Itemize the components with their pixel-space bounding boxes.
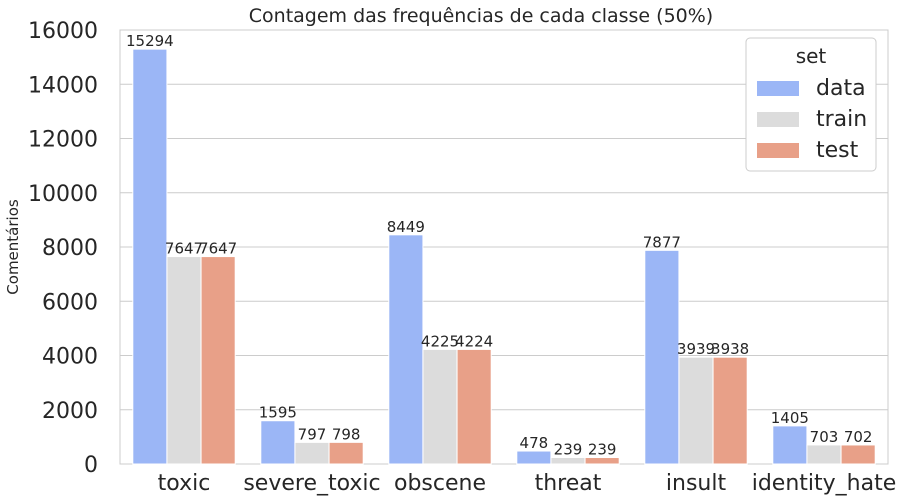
x-tick-label: severe_toxic bbox=[243, 471, 380, 496]
bar-value-label: 478 bbox=[520, 434, 549, 452]
x-tick-label: identity_hate bbox=[752, 471, 897, 496]
bar-test-toxic bbox=[200, 256, 236, 465]
bar-value-label: 15294 bbox=[126, 32, 174, 50]
legend: set data train test bbox=[745, 37, 877, 172]
bar-test-insult bbox=[712, 356, 748, 465]
bar-value-label: 3938 bbox=[711, 340, 749, 358]
x-tick-label: toxic bbox=[158, 471, 211, 496]
bar-train-severe_toxic bbox=[294, 441, 330, 465]
y-tick-label: 8000 bbox=[42, 236, 98, 261]
y-axis-label: Comentários bbox=[4, 199, 22, 295]
bar-value-label: 798 bbox=[332, 425, 361, 443]
legend-title: set bbox=[796, 44, 827, 68]
chart-title: Contagem das frequências de cada classe … bbox=[249, 5, 713, 27]
y-tick-label: 4000 bbox=[42, 345, 98, 370]
y-tick-labels: 0 2000 4000 6000 8000 10000 12000 14000 16000 bbox=[28, 19, 98, 478]
bar-value-label: 702 bbox=[844, 428, 873, 446]
bar-value-label: 7647 bbox=[199, 240, 237, 258]
legend-box bbox=[745, 37, 877, 172]
bar-train-identity_hate bbox=[806, 444, 842, 465]
x-tick-label: insult bbox=[666, 471, 727, 496]
bar-value-label: 7877 bbox=[643, 233, 681, 251]
bar-value-label: 797 bbox=[298, 425, 327, 443]
bar-test-severe_toxic bbox=[328, 441, 364, 465]
bar-test-obscene bbox=[456, 348, 492, 465]
y-tick-label: 0 bbox=[84, 453, 98, 478]
legend-label-train: train bbox=[816, 107, 867, 132]
x-tick-label: obscene bbox=[394, 471, 486, 496]
legend-label-test: test bbox=[816, 138, 859, 163]
bar-data-toxic bbox=[132, 48, 168, 465]
bar-train-obscene bbox=[422, 348, 458, 465]
bar-data-identity_hate bbox=[772, 425, 808, 465]
legend-swatch-test bbox=[757, 143, 799, 158]
x-tick-labels: toxic severe_toxic obscene threat insult iden… bbox=[158, 471, 897, 496]
y-tick-label: 6000 bbox=[42, 290, 98, 315]
y-tick-label: 2000 bbox=[42, 399, 98, 424]
bar-test-threat bbox=[584, 457, 620, 465]
x-tick-label: threat bbox=[535, 471, 602, 496]
bar-value-label: 3939 bbox=[677, 340, 715, 358]
legend-swatch-train bbox=[757, 112, 799, 127]
bar-train-insult bbox=[678, 356, 714, 465]
bar-train-toxic bbox=[166, 256, 202, 465]
bar-data-obscene bbox=[388, 234, 424, 465]
bar-value-label: 4224 bbox=[455, 332, 493, 350]
bar-value-label: 1405 bbox=[771, 409, 809, 427]
bars bbox=[132, 48, 876, 465]
bar-data-threat bbox=[516, 450, 552, 465]
legend-label-data: data bbox=[816, 76, 866, 101]
bar-value-label: 7647 bbox=[165, 240, 203, 258]
bar-data-severe_toxic bbox=[260, 420, 296, 465]
y-tick-label: 10000 bbox=[28, 182, 98, 207]
bar-value-label: 703 bbox=[810, 428, 839, 446]
bar-value-label: 4225 bbox=[421, 332, 459, 350]
bar-value-label: 239 bbox=[588, 441, 617, 459]
bar-data-insult bbox=[644, 249, 680, 465]
y-tick-label: 14000 bbox=[28, 73, 98, 98]
legend-swatch-data bbox=[757, 81, 799, 96]
y-tick-label: 12000 bbox=[28, 128, 98, 153]
bar-value-label: 239 bbox=[554, 441, 583, 459]
bar-test-identity_hate bbox=[840, 444, 876, 465]
bar-value-label: 8449 bbox=[387, 218, 425, 236]
y-tick-label: 16000 bbox=[28, 19, 98, 44]
bar-value-label: 1595 bbox=[259, 404, 297, 422]
